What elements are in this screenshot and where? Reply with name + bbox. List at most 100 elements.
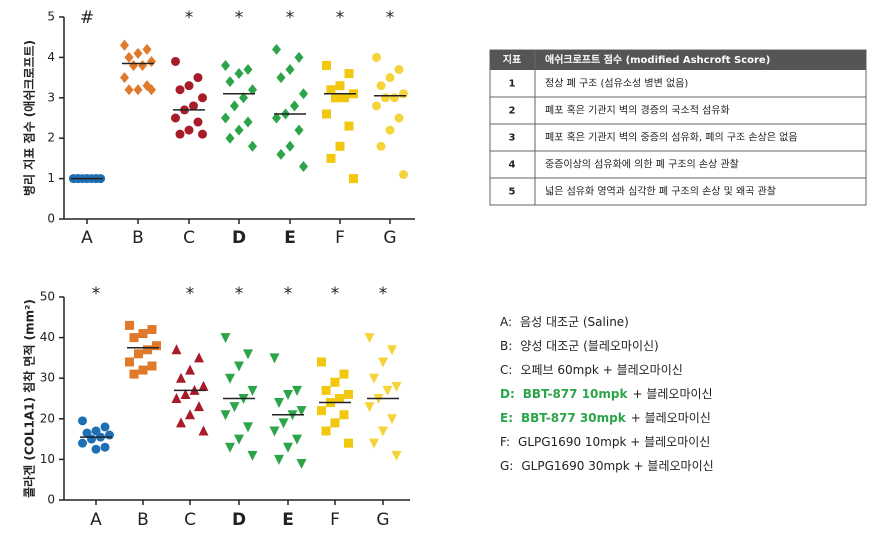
data-point — [330, 418, 340, 428]
data-point — [322, 109, 331, 119]
data-point — [134, 349, 143, 359]
legend-key: A: — [500, 315, 512, 329]
data-point — [138, 365, 148, 375]
data-point — [143, 345, 152, 355]
y-tick-label: 50 — [40, 290, 55, 304]
data-point — [124, 51, 134, 63]
data-point — [385, 125, 395, 135]
x-tick-label: D — [232, 228, 246, 248]
data-point — [296, 406, 307, 417]
data-point — [234, 124, 244, 136]
data-point — [225, 442, 235, 453]
data-point — [299, 88, 308, 100]
data-point — [147, 55, 156, 67]
legend-item: F: GLPG1690 10mpk + 블레오마이신 — [500, 435, 710, 449]
annotation: * — [284, 284, 293, 304]
data-point — [171, 113, 180, 123]
data-point — [225, 373, 235, 384]
data-point — [100, 422, 110, 432]
data-point — [184, 81, 194, 91]
legend-item: D: BBT-877 10mpk + 블레오마이신 — [500, 387, 713, 401]
data-point — [391, 381, 402, 392]
data-point — [317, 406, 326, 416]
legend-text: + 블레오마이신 — [632, 387, 712, 401]
data-point — [247, 385, 258, 396]
data-point — [335, 394, 344, 403]
table-header-cell: 애쉬크로프트 점수 (modified Ashcroft Score) — [545, 53, 770, 66]
data-point — [269, 353, 280, 364]
x-tick-label: D — [232, 510, 246, 530]
data-point — [147, 361, 157, 371]
data-point — [147, 324, 157, 334]
data-point — [221, 112, 230, 124]
data-point — [230, 100, 239, 112]
data-point — [276, 148, 286, 160]
data-point — [274, 398, 284, 409]
x-tick-label: E — [282, 510, 294, 530]
legend-key: D: — [500, 387, 515, 401]
data-point — [322, 60, 331, 70]
data-point — [194, 401, 204, 412]
data-point — [220, 410, 231, 421]
legend-item: B: 양성 대조군 (블레오마이신) — [500, 339, 659, 353]
data-point — [326, 153, 336, 163]
annotation: * — [379, 284, 388, 304]
data-point — [243, 349, 253, 360]
data-point — [372, 52, 381, 62]
data-point — [247, 450, 258, 461]
data-point — [283, 389, 293, 400]
data-point — [292, 434, 302, 445]
data-point — [321, 385, 331, 395]
data-point — [171, 393, 182, 403]
data-point — [387, 414, 397, 425]
data-point — [364, 333, 375, 344]
data-point — [344, 69, 354, 79]
data-point — [152, 341, 161, 351]
annotation: * — [336, 8, 345, 28]
data-point — [221, 59, 230, 71]
data-point — [198, 380, 209, 391]
data-point — [317, 357, 326, 367]
annotation: * — [235, 284, 244, 304]
data-point — [234, 68, 244, 80]
legend-text: 양성 대조군 (블레오마이신) — [520, 339, 658, 353]
data-point — [198, 425, 209, 436]
data-point — [120, 72, 129, 84]
data-point — [285, 140, 295, 152]
data-point — [87, 434, 96, 444]
data-point — [296, 458, 307, 469]
x-tick-label: F — [335, 228, 345, 248]
data-point — [387, 345, 397, 356]
data-point — [194, 352, 204, 363]
data-point — [269, 426, 280, 437]
data-point — [129, 369, 139, 379]
table-header-bg — [490, 50, 866, 70]
data-point — [391, 450, 402, 461]
annotation: * — [331, 284, 340, 304]
data-point — [381, 93, 390, 103]
legend-key: F: — [500, 435, 510, 449]
table-cell: 3 — [509, 133, 516, 144]
data-point — [220, 333, 231, 344]
legend-item: E: BBT-877 30mpk + 블레오마이신 — [500, 411, 711, 425]
table-cell: 폐포 혹은 기관지 벽의 경증의 국소적 섬유화 — [545, 104, 730, 117]
x-tick-label: F — [330, 510, 340, 530]
data-point — [276, 72, 286, 84]
x-tick-label: A — [90, 510, 102, 530]
data-point — [344, 121, 354, 131]
data-point — [234, 434, 244, 445]
data-point — [344, 389, 353, 399]
data-point — [185, 409, 195, 420]
data-point — [299, 160, 308, 172]
data-point — [382, 385, 393, 396]
data-point — [142, 43, 152, 55]
data-point — [394, 65, 404, 75]
data-point — [180, 388, 191, 399]
data-point — [385, 73, 395, 83]
data-point — [369, 438, 379, 449]
data-point — [193, 117, 203, 127]
data-point — [274, 454, 284, 465]
data-point — [239, 92, 248, 104]
y-tick-label: 3 — [47, 90, 55, 104]
data-point — [184, 125, 194, 135]
